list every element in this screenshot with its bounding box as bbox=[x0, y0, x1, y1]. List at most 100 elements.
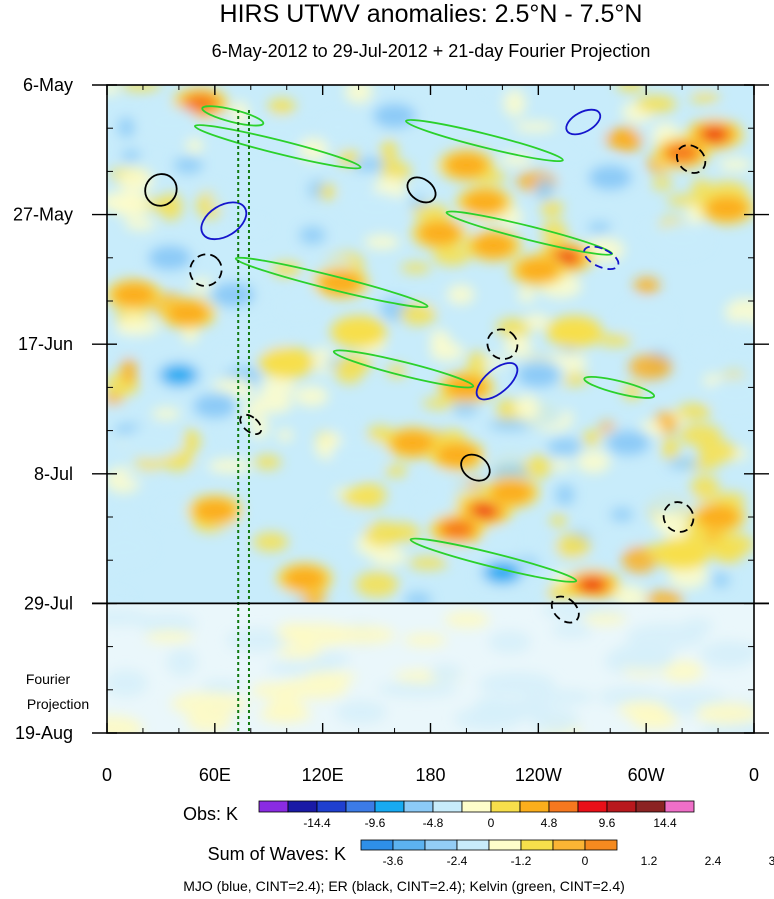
projection-blob bbox=[403, 633, 447, 647]
kelvin-contour bbox=[193, 124, 362, 170]
y-tick-label: 27-May bbox=[13, 205, 73, 225]
anomaly-speckle bbox=[660, 437, 680, 460]
anomaly-speckle bbox=[124, 217, 156, 231]
anomaly-speckle bbox=[610, 507, 634, 522]
anomaly-blob bbox=[489, 479, 534, 505]
anomaly-speckle bbox=[581, 430, 603, 446]
anomaly-speckle bbox=[294, 386, 329, 407]
projection-blob bbox=[551, 622, 592, 638]
projection-blob bbox=[377, 681, 457, 698]
waves-colorbar-swatch bbox=[552, 839, 586, 851]
projection-blob bbox=[259, 704, 312, 724]
anomaly-blob bbox=[348, 192, 405, 225]
x-tick-label: 60W bbox=[628, 765, 665, 785]
anomaly-blob bbox=[330, 439, 387, 472]
anomaly-speckle bbox=[690, 475, 719, 501]
anomaly-speckle bbox=[158, 193, 183, 221]
anomaly-speckle bbox=[689, 92, 720, 104]
anomaly-speckle bbox=[380, 161, 412, 182]
chart-title: HIRS UTWV anomalies: 2.5°N - 7.5°N bbox=[220, 0, 643, 28]
anomaly-blob bbox=[184, 94, 217, 113]
anomaly-speckle bbox=[342, 487, 378, 508]
obs-colorbar-label: -4.8 bbox=[423, 816, 444, 830]
anomaly-blob bbox=[516, 257, 561, 283]
anomaly-speckle bbox=[422, 397, 458, 409]
er-contour bbox=[662, 501, 695, 533]
projection-blob bbox=[661, 660, 704, 682]
anomaly-blob bbox=[107, 531, 153, 564]
anomaly-speckle bbox=[587, 222, 611, 234]
anomaly-speckle bbox=[531, 586, 548, 601]
anomaly-speckle bbox=[496, 398, 520, 425]
anomaly-blob bbox=[654, 538, 711, 571]
projection-blob bbox=[138, 613, 197, 635]
anomaly-blob bbox=[141, 106, 198, 139]
y-tick-label: 17-Jun bbox=[18, 334, 73, 354]
obs-colorbar-swatch bbox=[577, 800, 608, 813]
projection-label-line2: Projection bbox=[27, 696, 89, 712]
anomaly-speckle bbox=[433, 476, 473, 499]
anomaly-speckle bbox=[576, 450, 611, 474]
er-contour bbox=[675, 144, 707, 174]
projection-blob bbox=[226, 628, 291, 652]
obs-colorbar-swatch bbox=[287, 800, 318, 813]
obs-colorbar-swatch bbox=[606, 800, 637, 813]
mjo-contour bbox=[475, 362, 519, 401]
anomaly-speckle bbox=[640, 220, 661, 234]
anomaly-blob bbox=[112, 282, 156, 308]
mjo-marker-lines bbox=[237, 110, 250, 733]
x-tick-label: 120W bbox=[515, 765, 562, 785]
chart-subtitle: 6-May-2012 to 29-Jul-2012 + 21-day Fouri… bbox=[212, 41, 651, 61]
anomaly-speckle bbox=[113, 509, 137, 532]
anomaly-blob bbox=[618, 303, 675, 336]
projection-blob bbox=[488, 630, 531, 654]
y-tick-label: 8-Jul bbox=[34, 464, 73, 484]
projection-blob bbox=[201, 679, 241, 694]
anomaly-speckle bbox=[185, 138, 204, 154]
waves-colorbar-swatch bbox=[360, 839, 394, 851]
anomaly-speckle bbox=[725, 298, 754, 326]
anomaly-speckle bbox=[250, 414, 269, 439]
mjo-contour bbox=[583, 245, 620, 270]
kelvin-contour bbox=[201, 105, 265, 127]
anomaly-speckle bbox=[267, 98, 296, 115]
obs-colorbar-title: Obs: K bbox=[183, 804, 238, 824]
projection-blob bbox=[335, 700, 387, 724]
anomaly-speckle bbox=[399, 302, 437, 326]
anomaly-blob bbox=[546, 315, 603, 348]
anomaly-speckle bbox=[299, 226, 326, 245]
anomaly-speckle bbox=[121, 149, 141, 162]
obs-colorbar-swatch bbox=[432, 800, 463, 813]
anomaly-blob bbox=[666, 143, 698, 162]
obs-colorbar-label: 0 bbox=[488, 816, 495, 830]
anomaly-speckle bbox=[718, 158, 752, 171]
projection-blob bbox=[276, 677, 349, 700]
anomaly-blob bbox=[582, 579, 602, 591]
anomaly-speckle bbox=[207, 458, 252, 474]
anomaly-speckle bbox=[486, 452, 528, 466]
anomaly-blob bbox=[417, 220, 462, 246]
anomaly-speckle bbox=[676, 403, 712, 420]
waves-colorbar-swatch bbox=[584, 839, 618, 851]
anomaly-speckle bbox=[408, 556, 448, 570]
anomaly-speckle bbox=[218, 347, 236, 372]
projection-blob bbox=[444, 611, 490, 628]
kelvin-contour bbox=[445, 210, 614, 256]
y-tick-label: 6-May bbox=[23, 75, 73, 95]
anomaly-speckle bbox=[107, 85, 119, 96]
projection-blob bbox=[532, 707, 579, 733]
waves-colorbar-title: Sum of Waves: K bbox=[208, 844, 346, 864]
projection-blob bbox=[429, 664, 462, 683]
anomaly-blob bbox=[705, 195, 749, 221]
anomaly-speckle bbox=[173, 156, 203, 174]
er-contour bbox=[460, 453, 491, 482]
anomaly-speckle bbox=[447, 284, 475, 305]
anomaly-blob bbox=[123, 426, 180, 459]
projection-blob bbox=[170, 691, 248, 716]
anomaly-speckle bbox=[370, 546, 407, 566]
anomaly-speckle bbox=[694, 338, 717, 360]
anomaly-blob bbox=[435, 442, 480, 468]
anomaly-speckle bbox=[324, 138, 347, 150]
anomaly-speckle bbox=[387, 364, 407, 378]
